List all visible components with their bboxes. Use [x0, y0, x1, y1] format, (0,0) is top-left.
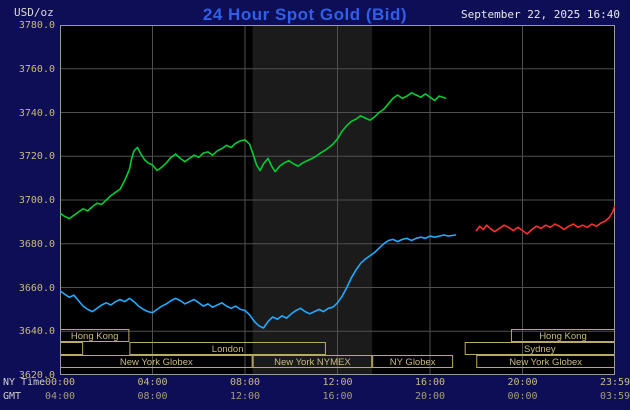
session-label: London [212, 344, 244, 355]
x-tick-gmt: 16:00 [322, 391, 353, 402]
session-box [252, 355, 373, 368]
x-tick-ny-time: 08:00 [229, 377, 261, 388]
session-box [372, 355, 454, 368]
x-tick-gmt: 00:00 [507, 391, 538, 402]
x-tick-gmt: 08:00 [137, 391, 168, 402]
session-label: Hong Kong [71, 331, 119, 342]
y-tick-label: 3740.0 [18, 107, 55, 119]
session-label: NY Globex [390, 357, 436, 368]
session-label: Hong Kong [539, 331, 587, 342]
x-tick-ny-time: 04:00 [137, 377, 168, 388]
y-tick-label: 3780.0 [18, 20, 55, 31]
y-tick-label: 3620.0 [18, 370, 55, 381]
x-tick-ny-time: 16:00 [414, 377, 446, 388]
series-line-sep-19 [60, 234, 457, 329]
page-title: 24 Hour Spot Gold (Bid) [202, 5, 408, 24]
series-line-sep-22 [60, 92, 447, 220]
y-axis-units-label: USD/oz [14, 6, 54, 19]
series-line-sep-21 [475, 205, 615, 235]
y-tick-label: 3680.0 [18, 238, 55, 250]
x-tick-gmt: 20:00 [414, 391, 446, 402]
x-tick-ny-time: 00:00 [44, 377, 76, 388]
gmt-axis-label: GMT [3, 391, 22, 402]
y-tick-label: 3720.0 [18, 151, 55, 163]
x-tick-ny-time: 12:00 [322, 377, 353, 388]
session-label: Sydney [524, 344, 556, 355]
chart-datetime: September 22, 2025 16:40 [461, 8, 620, 21]
x-tick-gmt: 12:00 [229, 391, 261, 402]
session-box [129, 342, 326, 355]
session-label: New York NYMEX [274, 357, 351, 368]
x-tick-gmt: 04:00 [44, 391, 76, 402]
y-tick-label: 3760.0 [18, 63, 55, 75]
x-tick-gmt: 03:59 [599, 391, 630, 402]
x-tick-ny-time: 23:59 [599, 377, 630, 388]
y-tick-label: 3640.0 [18, 326, 55, 338]
session-label: New York Globex [509, 357, 582, 368]
x-tick-ny-time: 20:00 [507, 377, 538, 388]
plot-border [60, 25, 615, 375]
gold-price-plot: Hong Kong Hong Kong London Sydney New York G… [60, 25, 615, 375]
ny-time-axis-label: NY Time [3, 377, 46, 388]
session-label: New York Globex [120, 357, 193, 368]
y-tick-label: 3700.0 [18, 195, 55, 206]
y-tick-label: 3660.0 [18, 282, 55, 294]
